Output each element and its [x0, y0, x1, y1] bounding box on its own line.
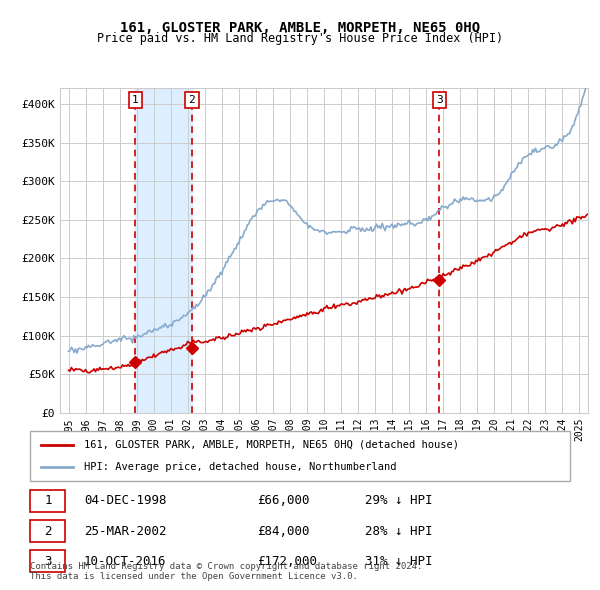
FancyBboxPatch shape [30, 520, 65, 542]
Text: HPI: Average price, detached house, Northumberland: HPI: Average price, detached house, Nort… [84, 462, 397, 472]
Text: 2: 2 [188, 95, 196, 105]
Text: 31% ↓ HPI: 31% ↓ HPI [365, 555, 432, 568]
Text: 3: 3 [436, 95, 443, 105]
Text: 1: 1 [44, 494, 52, 507]
Text: 29% ↓ HPI: 29% ↓ HPI [365, 494, 432, 507]
Text: 04-DEC-1998: 04-DEC-1998 [84, 494, 167, 507]
Text: Contains HM Land Registry data © Crown copyright and database right 2024.
This d: Contains HM Land Registry data © Crown c… [30, 562, 422, 581]
Text: 161, GLOSTER PARK, AMBLE, MORPETH, NE65 0HQ: 161, GLOSTER PARK, AMBLE, MORPETH, NE65 … [120, 21, 480, 35]
Text: £84,000: £84,000 [257, 525, 310, 537]
FancyBboxPatch shape [30, 550, 65, 572]
Bar [135, 88, 192, 413]
Text: Price paid vs. HM Land Registry's House Price Index (HPI): Price paid vs. HM Land Registry's House … [97, 32, 503, 45]
Text: 3: 3 [44, 555, 52, 568]
FancyBboxPatch shape [30, 490, 65, 512]
Text: £66,000: £66,000 [257, 494, 310, 507]
Text: £172,000: £172,000 [257, 555, 317, 568]
Text: 1: 1 [132, 95, 139, 105]
FancyBboxPatch shape [30, 431, 570, 481]
Text: 10-OCT-2016: 10-OCT-2016 [84, 555, 167, 568]
Text: 25-MAR-2002: 25-MAR-2002 [84, 525, 167, 537]
Text: 161, GLOSTER PARK, AMBLE, MORPETH, NE65 0HQ (detached house): 161, GLOSTER PARK, AMBLE, MORPETH, NE65 … [84, 440, 459, 450]
Text: 2: 2 [44, 525, 52, 537]
Text: 28% ↓ HPI: 28% ↓ HPI [365, 525, 432, 537]
